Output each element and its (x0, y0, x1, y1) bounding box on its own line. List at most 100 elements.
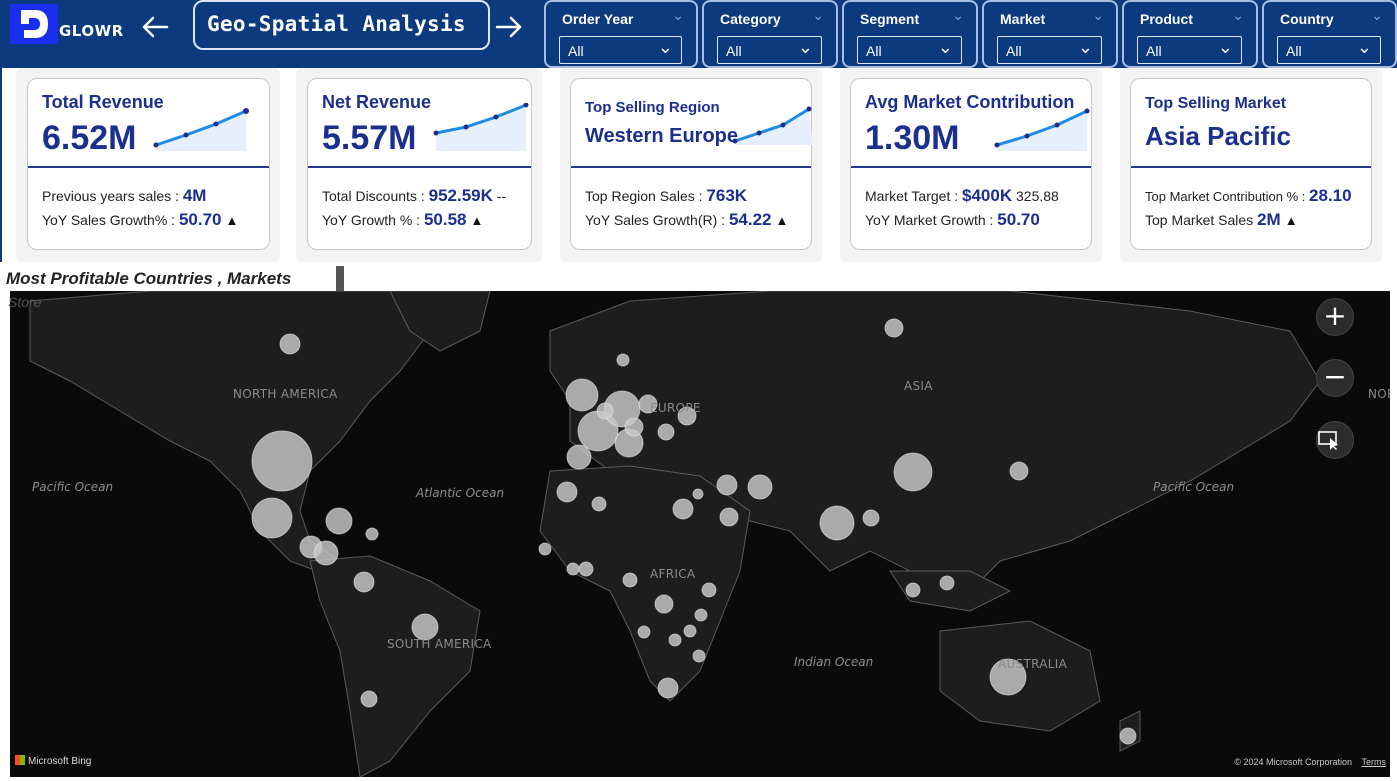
kpi-title: Net Revenue (322, 92, 432, 112)
filter-value: All (1006, 43, 1022, 59)
kpi-value: 1.30M (865, 119, 960, 157)
kpi-line2-label: YoY Market Growth : (865, 212, 998, 228)
kpi-line1-extra: 325.88 (1012, 188, 1059, 204)
filter-market[interactable]: Market ⌄ All ⌄ (982, 0, 1118, 68)
divider (1131, 166, 1371, 168)
kpi-line1-extra: -- (492, 188, 507, 204)
up-triangle-icon: ▲ (775, 213, 789, 228)
kpi-line1-label: Total Discounts : (322, 188, 429, 204)
kpi-line2: Top Market Sales 2M ▲ (1145, 210, 1298, 230)
filter-label: Product (1140, 11, 1193, 27)
kpi-line2-label: YoY Sales Growth(R) : (585, 212, 729, 228)
filter-value: All (866, 43, 882, 59)
kpi-line2-value: 50.70 (997, 210, 1040, 229)
map-subtitle: Store (8, 294, 42, 310)
arrow-left-icon[interactable] (141, 14, 169, 46)
kpi-line2: YoY Sales Growth% : 50.70 ▲ (42, 210, 238, 230)
filter-select[interactable]: All ⌄ (1137, 36, 1242, 64)
kpi-line1-label: Previous years sales : (42, 188, 183, 204)
filter-label: Segment (860, 11, 920, 27)
section-marker (336, 266, 344, 302)
kpi-line1-label: Top Region Sales : (585, 188, 707, 204)
kpi-line1-value: 763K (706, 186, 748, 205)
kpi-card-top-selling-region[interactable]: Top Selling Region Western Europe Top Re… (570, 78, 813, 250)
chevron-down-icon: ⌄ (1232, 8, 1244, 24)
filter-label: Category (720, 11, 781, 27)
kpi-line1-label: Top Market Contribution % : (1145, 189, 1310, 204)
terms-link[interactable]: Terms (1361, 757, 1387, 767)
up-triangle-icon: ▲ (1284, 213, 1298, 228)
continent-label: EUROPE (650, 401, 701, 415)
kpi-line1: Total Discounts : 952.59K -- (322, 186, 506, 206)
kpi-line2-label: YoY Growth % : (322, 212, 424, 228)
continent-label: AFRICA (650, 567, 696, 581)
chevron-down-icon: ⌄ (1092, 8, 1104, 24)
kpi-card-total-revenue[interactable]: Total Revenue 6.52M Previous years sales… (27, 78, 270, 250)
ocean-label: Pacific Ocean (32, 480, 114, 494)
filter-select[interactable]: All ⌄ (857, 36, 962, 64)
divider (851, 166, 1091, 168)
kpi-line1: Market Target : $400K 325.88 (865, 186, 1059, 206)
ocean-label: Pacific Ocean (1153, 480, 1235, 494)
sparkline (433, 103, 529, 151)
filter-label: Order Year (562, 11, 634, 27)
world-map[interactable]: NORTH AMERICA EUROPE ASIA AFRICA SOUTH A… (10, 291, 1390, 777)
filter-category[interactable]: Category ⌄ All ⌄ (702, 0, 838, 68)
logo-text: GLOWR (59, 22, 124, 40)
kpi-card-top-selling-market[interactable]: Top Selling Market Asia Pacific Top Mark… (1130, 78, 1372, 250)
glowr-logo-icon (10, 4, 58, 44)
chevron-down-icon: ⌄ (1077, 37, 1093, 58)
map-section-title: Most Profitable Countries , Markets (6, 269, 292, 288)
kpi-line1-value: 4M (182, 186, 207, 205)
kpi-line1: Top Region Sales : 763K (585, 186, 747, 206)
chevron-down-icon: ⌄ (1371, 8, 1383, 24)
continent-label: AUSTRALIA (998, 657, 1068, 671)
chevron-down-icon: ⌄ (812, 8, 824, 24)
ocean-label: Atlantic Ocean (416, 486, 505, 500)
continent-label: NORTH AMERICA (233, 387, 338, 401)
kpi-line1-value: 28.10 (1309, 186, 1352, 205)
kpi-line1: Top Market Contribution % : 28.10 (1145, 186, 1352, 206)
chevron-down-icon: ⌄ (1356, 37, 1372, 58)
kpi-line2-label: YoY Sales Growth% : (42, 212, 179, 228)
arrow-right-icon[interactable] (495, 14, 523, 46)
kpi-title: Top Selling Market (1145, 95, 1287, 112)
page-title-box: Geo-Spatial Analysis (193, 0, 490, 50)
kpi-title: Top Selling Region (585, 99, 720, 116)
sparkline (994, 108, 1090, 151)
filter-select[interactable]: All ⌄ (997, 36, 1102, 64)
filter-product[interactable]: Product ⌄ All ⌄ (1122, 0, 1258, 68)
filter-segment[interactable]: Segment ⌄ All ⌄ (842, 0, 978, 68)
kpi-line1-label: Market Target : (865, 188, 963, 204)
kpi-line2-value: 50.58 (423, 210, 467, 229)
divider (308, 166, 531, 168)
minus-icon[interactable]: − (1316, 359, 1354, 397)
divider (571, 166, 811, 168)
header-bar: GLOWR Geo-Spatial Analysis Order Year ⌄ … (0, 0, 1397, 68)
bing-attribution-text: Microsoft Bing (28, 756, 92, 767)
select-cursor-icon[interactable] (1316, 421, 1354, 459)
continent-label: NORTH (1368, 387, 1390, 401)
filter-country[interactable]: Country ⌄ All ⌄ (1262, 0, 1397, 68)
bing-attribution: Microsoft Bing (15, 755, 91, 767)
divider (28, 166, 269, 168)
continent-label: ASIA (904, 379, 933, 393)
kpi-line1: Previous years sales : 4M (42, 186, 206, 206)
filter-value: All (568, 43, 584, 59)
up-triangle-icon: ▲ (225, 213, 239, 228)
filter-label: Country (1280, 11, 1334, 27)
kpi-line2-value: 54.22 (728, 210, 772, 229)
kpi-value: Asia Pacific (1145, 121, 1291, 151)
kpi-card-net-revenue[interactable]: Net Revenue 5.57M Total Discounts : 952.… (307, 78, 532, 250)
kpi-line2-value: 2M (1257, 210, 1281, 229)
filter-value: All (1286, 43, 1302, 59)
filter-select[interactable]: All ⌄ (717, 36, 822, 64)
filter-select[interactable]: All ⌄ (1277, 36, 1381, 64)
kpi-card-avg-market-contribution[interactable]: Avg Market Contribution 1.30M Market Tar… (850, 78, 1092, 250)
filter-select[interactable]: All ⌄ (559, 36, 682, 64)
plus-icon[interactable]: + (1316, 298, 1354, 336)
kpi-line1-value: 952.59K (428, 186, 493, 205)
map-copyright: © 2024 Microsoft Corporation (1234, 757, 1352, 767)
filter-order-year[interactable]: Order Year ⌄ All ⌄ (544, 0, 698, 68)
kpi-line2-label: Top Market Sales (1145, 212, 1258, 228)
